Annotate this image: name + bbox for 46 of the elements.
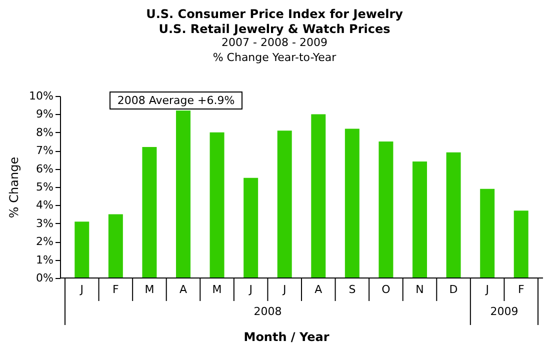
annotation: 2008 Average +6.9% [117, 94, 235, 107]
y-tick-label: 9% [36, 108, 54, 121]
y-tick-label: 8% [36, 126, 54, 139]
bar [412, 162, 427, 278]
y-tick-label: 3% [36, 216, 54, 230]
x-tick-label: O [382, 283, 391, 296]
bar [108, 214, 123, 278]
x-tick-label: J [79, 283, 84, 296]
x-tick-label: N [416, 283, 424, 296]
bar [344, 128, 360, 278]
text: 2008 [254, 305, 282, 318]
bar [142, 146, 157, 278]
bar [311, 114, 326, 278]
bar [446, 152, 461, 278]
x-tick-label: J [248, 283, 252, 296]
bar [378, 142, 394, 278]
bar [176, 110, 190, 278]
y-tick-label: 7% [36, 144, 54, 158]
y-tick-label: 0% [36, 272, 54, 284]
bar [74, 222, 90, 278]
x-tick-label: M [212, 283, 222, 296]
chart-subtitle: 2007 - 2008 - 2009 % Change Year-to-Year [212, 36, 337, 64]
x-tick-label: M [144, 283, 154, 296]
x-tick-label: A [179, 283, 188, 296]
x-tick-label: J [282, 283, 286, 296]
chart-title: U.S. Consumer Price Index for Jewelry U.S. Retail Jewelry & Watch Prices [146, 7, 404, 36]
y-tick-label: 10% [29, 90, 54, 102]
x-tick-label: F [518, 283, 524, 296]
x-tick-label: S [348, 283, 356, 296]
y-tick-label: 5% [36, 180, 54, 194]
y-tick-label: 2% [36, 235, 54, 248]
bar [514, 210, 528, 278]
x-tick-label: A [314, 283, 323, 296]
text: 2009 [490, 305, 518, 318]
x-tick-label: J [484, 283, 489, 296]
bar [210, 132, 224, 278]
x-axis-title: Month / Year [244, 330, 330, 344]
x-tick-label: D [449, 283, 458, 296]
bar [244, 178, 258, 278]
y-axis-title: % Change [7, 156, 22, 218]
bar [480, 188, 495, 278]
y-tick-label: 6% [36, 162, 54, 176]
y-tick-label: 1% [36, 253, 54, 266]
y-tick-label: 4% [36, 198, 54, 212]
x-tick-label: F [112, 283, 119, 296]
bar [277, 130, 292, 278]
